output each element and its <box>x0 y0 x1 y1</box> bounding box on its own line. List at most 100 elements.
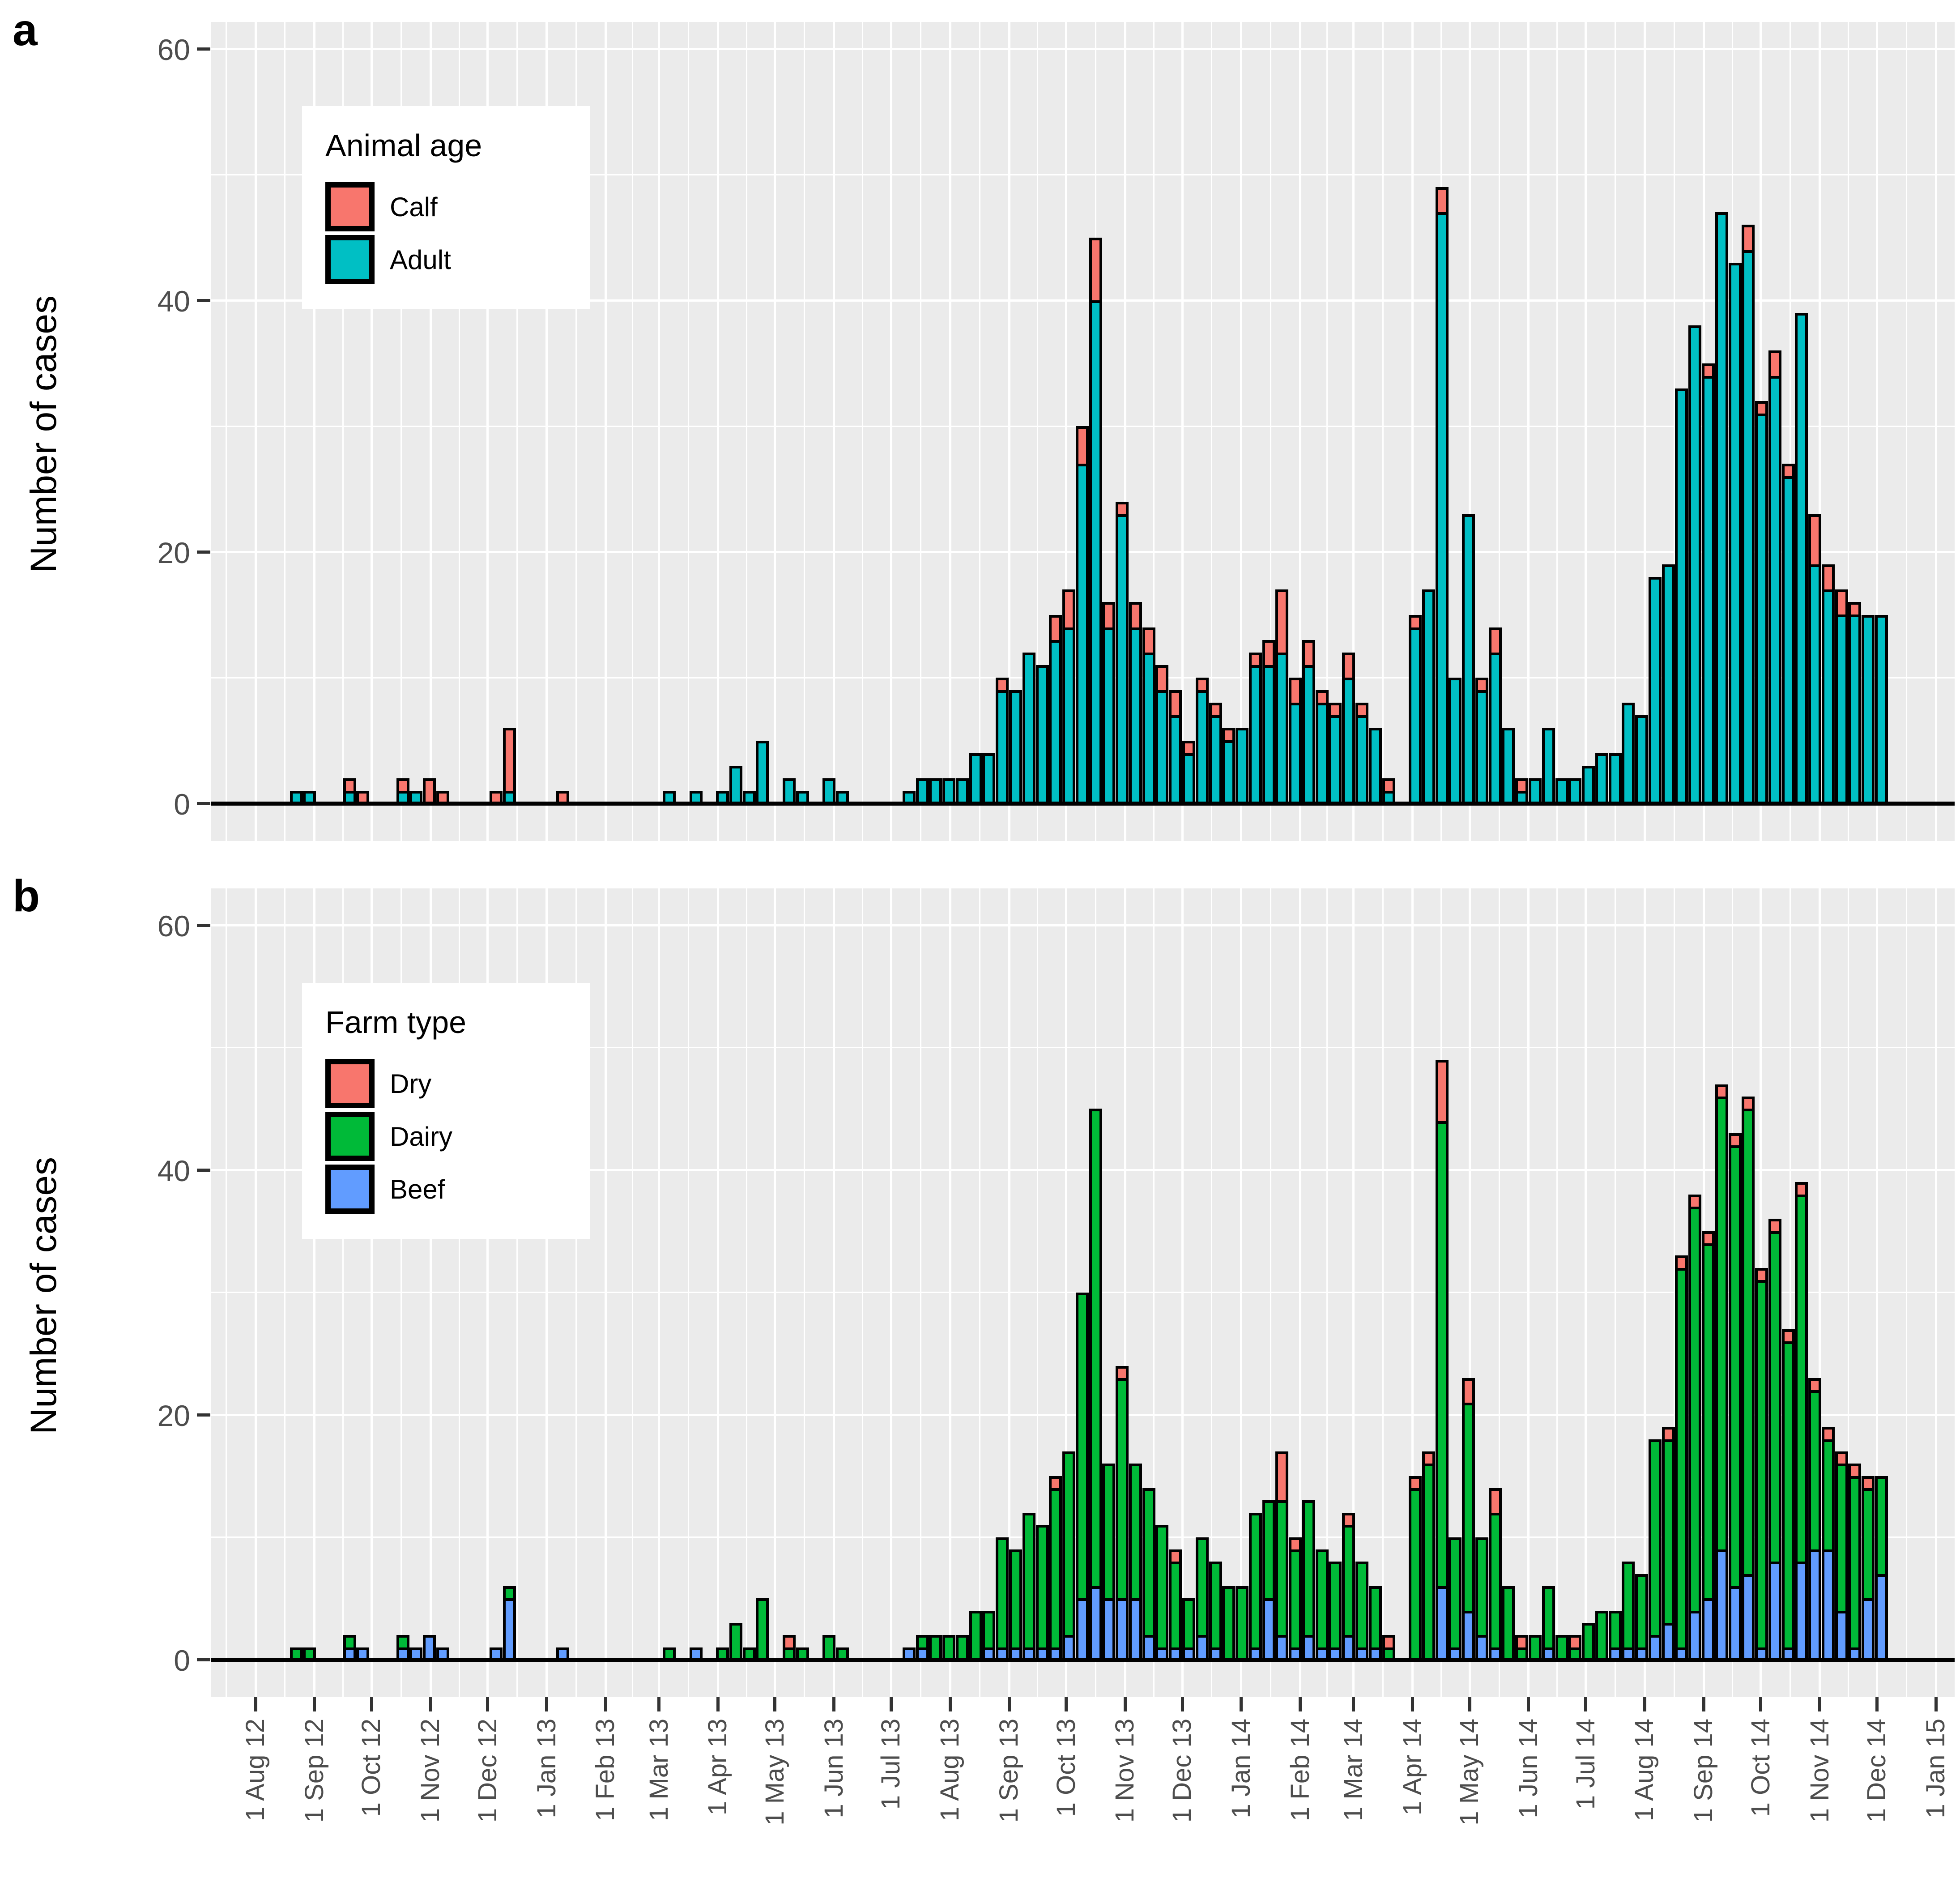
bar-segment-calf <box>558 793 567 803</box>
bar-segment-adult <box>1078 466 1086 803</box>
bar-segment-dry <box>1052 1478 1060 1489</box>
gridline-major-v <box>1240 22 1243 841</box>
bar-week-2014-03-16-panel-b <box>1382 1635 1395 1660</box>
bar-week-2013-06-02-panel-a <box>836 790 849 803</box>
bar-segment-dairy <box>1758 1283 1766 1647</box>
bar-week-2014-04-20-panel-a <box>1449 678 1462 803</box>
x-tick-label: 1 Sep 13 <box>994 1719 1024 1823</box>
x-tick-label: 1 Oct 13 <box>1051 1719 1081 1817</box>
bar-week-2014-03-09-panel-b <box>1368 1586 1382 1660</box>
gridline-major-v <box>1468 22 1471 841</box>
x-tick <box>1702 1697 1705 1711</box>
x-tick <box>429 1697 432 1711</box>
bar-segment-adult <box>1824 592 1832 803</box>
bar-segment-dry <box>1691 1197 1699 1207</box>
legend-farm-type-title: Farm type <box>325 1005 467 1040</box>
bar-week-2014-05-04-panel-b <box>1475 1537 1488 1660</box>
gridline-major-v <box>313 22 316 841</box>
bar-week-2014-11-02-panel-a <box>1821 564 1835 803</box>
bar-week-2013-08-04-panel-a <box>955 778 969 803</box>
bar-segment-calf <box>1518 781 1526 791</box>
bar-week-2014-02-16-panel-a <box>1329 703 1342 803</box>
bar-segment-beef <box>1025 1650 1033 1660</box>
bar-segment-dairy <box>1291 1552 1300 1647</box>
bar-segment-dairy <box>505 1588 513 1599</box>
gridline-minor-v <box>1614 22 1616 841</box>
bar-segment-adult <box>1691 328 1699 803</box>
bar-week-2014-01-19-panel-b <box>1275 1451 1289 1660</box>
x-tick-label: 1 Jun 14 <box>1513 1719 1543 1818</box>
bar-week-2014-01-26-panel-b <box>1289 1537 1302 1660</box>
bar-segment-dairy <box>1638 1576 1646 1647</box>
bar-week-2014-08-17-panel-b <box>1675 1255 1688 1660</box>
bar-segment-adult <box>292 793 300 803</box>
bar-segment-dry <box>1571 1638 1579 1647</box>
bar-week-2013-12-22-panel-b <box>1222 1586 1236 1660</box>
x-tick <box>1007 1697 1011 1711</box>
bar-segment-dairy <box>1465 1405 1473 1611</box>
bar-segment-dairy <box>1558 1638 1566 1660</box>
bar-segment-adult <box>1877 617 1885 803</box>
x-tick-label: 1 Apr 13 <box>703 1719 733 1816</box>
bar-segment-adult <box>1558 781 1566 803</box>
bar-segment-calf <box>1198 680 1206 691</box>
bar-week-2013-09-01-panel-b <box>1009 1549 1023 1660</box>
bar-segment-calf <box>1052 617 1060 640</box>
bar-week-2013-03-31-panel-b <box>716 1647 729 1660</box>
y-tick <box>197 1169 210 1172</box>
bar-week-2014-07-13-panel-b <box>1608 1610 1622 1660</box>
bar-segment-beef <box>1318 1650 1326 1660</box>
bar-segment-dairy <box>998 1540 1006 1647</box>
bar-week-2013-04-21-panel-b <box>756 1598 769 1660</box>
x-tick <box>1759 1697 1763 1711</box>
gridline-minor-v <box>804 22 805 841</box>
bar-segment-beef <box>1012 1650 1020 1660</box>
bar-segment-beef <box>1211 1650 1219 1660</box>
y-tick <box>197 1413 210 1417</box>
bar-segment-adult <box>1251 667 1259 803</box>
bar-week-2014-10-19-panel-a <box>1795 313 1808 803</box>
x-tick <box>1643 1697 1646 1711</box>
bar-week-2013-10-27-panel-a <box>1116 501 1129 803</box>
legend-animal-age-title: Animal age <box>325 128 482 163</box>
adult-color-swatch <box>325 235 375 284</box>
bar-segment-beef <box>1278 1638 1286 1660</box>
bar-segment-beef <box>1291 1650 1300 1660</box>
bar-segment-adult <box>825 781 833 803</box>
bar-week-2014-06-15-panel-a <box>1555 778 1568 803</box>
bar-week-2012-12-09-panel-a <box>503 728 516 803</box>
bar-week-2014-06-29-panel-a <box>1582 765 1595 803</box>
x-tick <box>1934 1697 1938 1711</box>
bar-segment-adult <box>958 781 966 803</box>
gridline-minor-v <box>920 22 921 841</box>
bar-segment-adult <box>1211 718 1219 803</box>
bar-segment-dairy <box>1611 1613 1619 1647</box>
bar-segment-calf <box>1438 190 1446 213</box>
bar-week-2013-08-18-panel-a <box>982 753 996 803</box>
bar-segment-dairy <box>1012 1552 1020 1647</box>
bar-week-2014-11-30-panel-b <box>1875 1476 1888 1660</box>
bar-segment-adult <box>1411 630 1419 803</box>
bar-segment-beef <box>1851 1650 1859 1660</box>
bar-segment-dairy <box>306 1650 314 1660</box>
bar-segment-beef <box>1664 1625 1672 1660</box>
bar-week-2013-08-11-panel-a <box>969 753 982 803</box>
bar-segment-dairy <box>1358 1564 1366 1647</box>
gridline-minor-v <box>342 22 344 841</box>
bar-week-2013-05-26-panel-b <box>822 1635 836 1660</box>
bar-segment-dairy <box>785 1650 793 1660</box>
bar-segment-dry <box>1824 1430 1832 1439</box>
bar-week-2014-02-02-panel-a <box>1302 640 1315 803</box>
x-axis-line-a <box>211 802 1955 806</box>
y-axis-title-a: Number of cases <box>23 295 64 573</box>
bar-segment-dairy <box>1038 1528 1046 1647</box>
bar-week-2012-11-04-panel-b <box>436 1647 449 1660</box>
bar-week-2013-03-17-panel-a <box>689 790 703 803</box>
bar-segment-calf <box>1704 366 1712 376</box>
bar-segment-calf <box>1491 630 1499 653</box>
gridline-major-v <box>1527 22 1530 841</box>
bar-week-2013-09-08-panel-b <box>1022 1512 1035 1660</box>
bar-week-2013-12-15-panel-a <box>1209 703 1222 803</box>
bar-segment-dairy <box>971 1613 980 1660</box>
bar-segment-calf <box>998 680 1006 691</box>
